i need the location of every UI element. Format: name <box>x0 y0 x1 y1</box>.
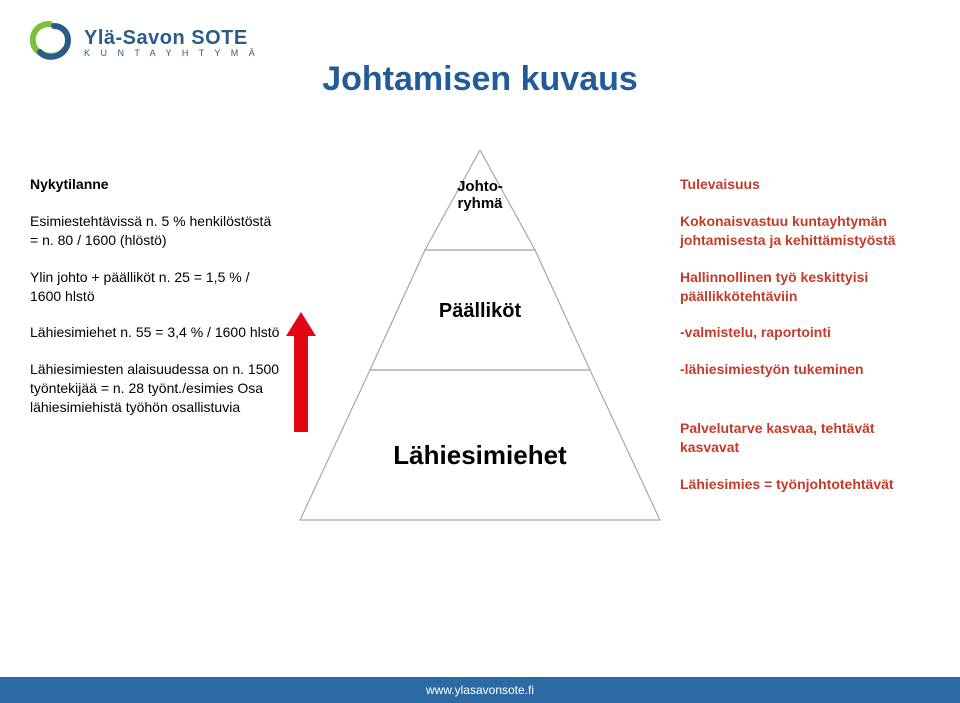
right-p4: -lähiesimiestyön tukeminen <box>680 360 930 379</box>
pyramid-bot-label: Lähiesimiehet <box>290 440 670 471</box>
right-heading: Tulevaisuus <box>680 175 930 194</box>
pyramid-mid-label: Päälliköt <box>290 300 670 323</box>
page-title: Johtamisen kuvaus <box>0 60 960 99</box>
left-column: Nykytilanne Esimiestehtävissä n. 5 % hen… <box>30 175 280 435</box>
right-p6: Lähiesimies = työnjohtotehtävät <box>680 475 930 494</box>
right-p3: -valmistelu, raportointi <box>680 323 930 342</box>
left-p2: Ylin johto + päälliköt n. 25 = 1,5 % / 1… <box>30 268 280 306</box>
left-p1: Esimiestehtävissä n. 5 % henkilöstöstä =… <box>30 212 280 250</box>
right-p1: Kokonaisvastuu kuntayhtymän johtamisesta… <box>680 212 930 250</box>
footer-bar: www.ylasavonsote.fi <box>0 677 960 703</box>
logo-brand-sub: K U N T A Y H T Y M Ä <box>84 48 259 58</box>
left-p4: Lähiesimiesten alaisuudessa on n. 1500 t… <box>30 360 280 417</box>
pyramid-top-line1: Johto- <box>457 178 503 195</box>
right-p5: Palvelutarve kasvaa, tehtävät kasvavat <box>680 419 930 457</box>
logo-brand-top: Ylä-Savon SOTE <box>84 27 259 50</box>
pyramid-top-line2: ryhmä <box>457 195 502 212</box>
right-column: Tulevaisuus Kokonaisvastuu kuntayhtymän … <box>680 175 930 512</box>
footer-url: www.ylasavonsote.fi <box>426 683 534 697</box>
logo-text: Ylä-Savon SOTE K U N T A Y H T Y M Ä <box>84 27 259 58</box>
left-p3: Lähiesimiehet n. 55 = 3,4 % / 1600 hlstö <box>30 323 280 342</box>
pyramid-top-label: Johto- ryhmä <box>290 178 670 213</box>
right-p2: Hallinnollinen työ keskittyisi päällikkö… <box>680 268 930 306</box>
pyramid: Johto- ryhmä Päälliköt Lähiesimiehet <box>290 150 670 530</box>
logo-swirl-icon <box>26 18 74 66</box>
slide: Ylä-Savon SOTE K U N T A Y H T Y M Ä Joh… <box>0 0 960 703</box>
logo: Ylä-Savon SOTE K U N T A Y H T Y M Ä <box>26 18 259 66</box>
up-arrow-icon <box>286 312 316 432</box>
left-heading: Nykytilanne <box>30 175 280 194</box>
